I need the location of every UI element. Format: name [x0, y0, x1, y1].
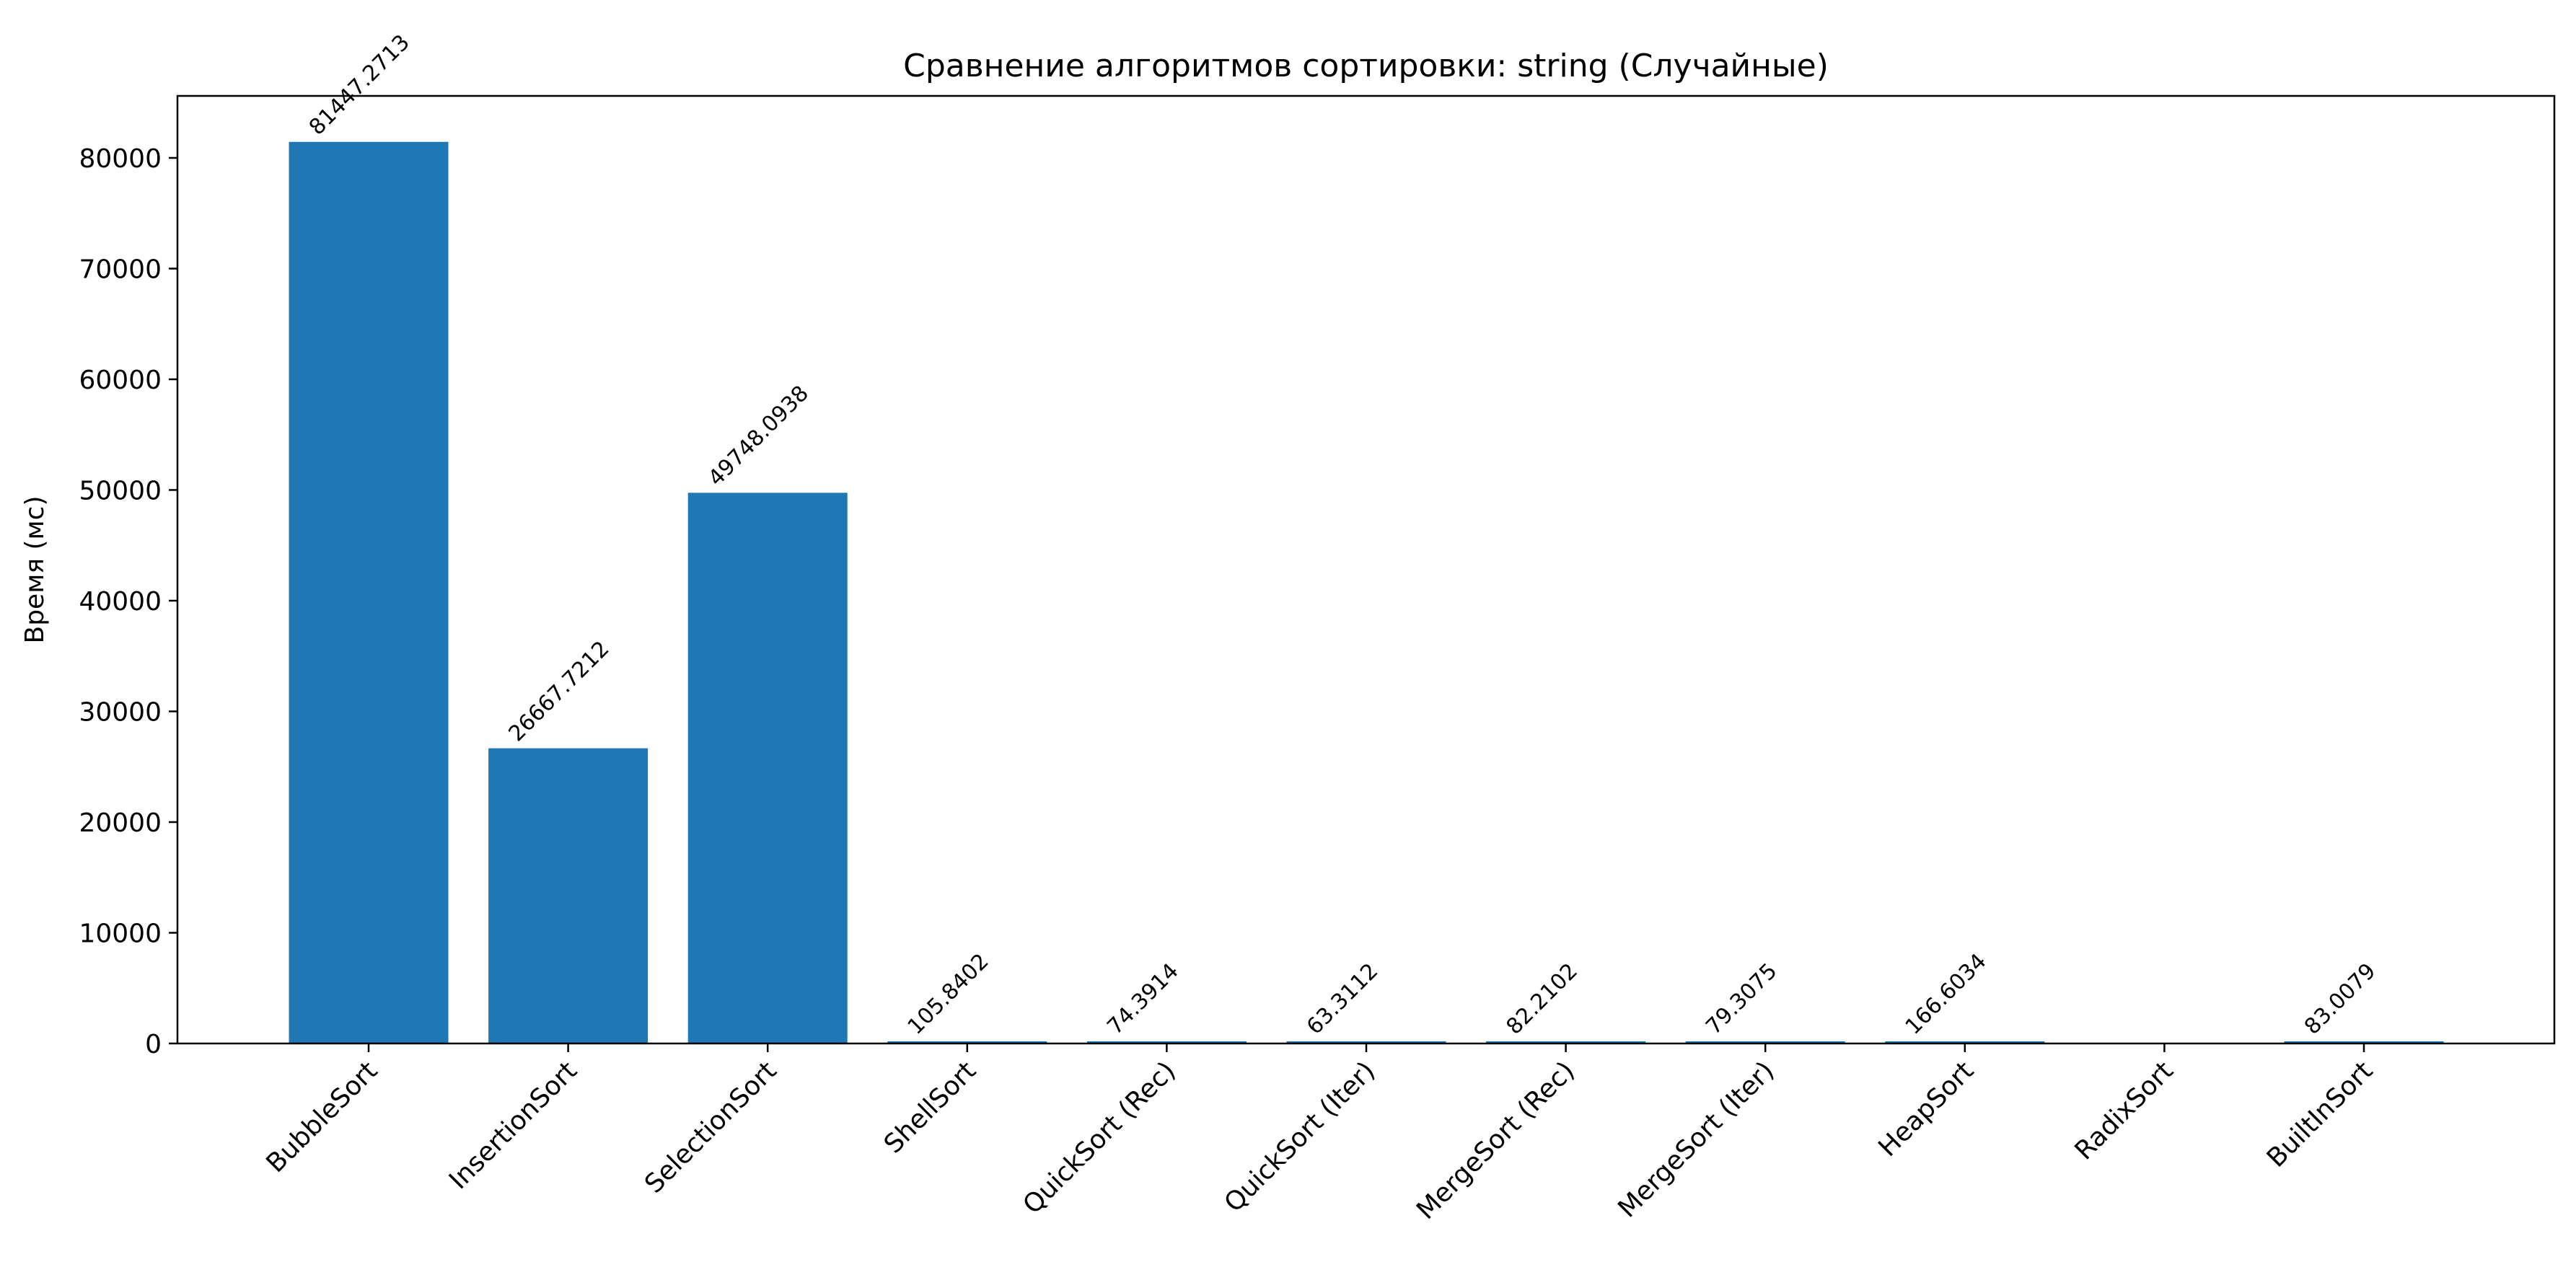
bar-value-label: 83.0079: [2300, 958, 2381, 1039]
bar: [1086, 1041, 1247, 1043]
y-tick-label: 80000: [79, 144, 162, 174]
y-tick-label: 10000: [79, 919, 162, 948]
bar-value-label: 63.3112: [1302, 958, 1383, 1039]
y-tick-label: 50000: [79, 476, 162, 506]
bar-value-label: 79.3075: [1701, 958, 1782, 1039]
bar: [1486, 1041, 1646, 1043]
y-tick-label: 60000: [79, 366, 162, 395]
x-tick-label: RadixSort: [2070, 1056, 2179, 1165]
y-axis-ticks: 0 10000 20000 30000 40000 50000 60000 70000 8000…: [79, 144, 177, 1059]
y-tick-label: 40000: [79, 587, 162, 617]
x-axis-ticks: BubbleSort InsertionSort SelectionSort Shel…: [261, 1043, 2379, 1225]
x-tick-label: SelectionSort: [639, 1056, 782, 1199]
bar: [887, 1041, 1047, 1043]
bars-group: 81447.2713 26667.7212 49748.0938 105.8402 74…: [289, 30, 2444, 1043]
y-tick-label: 30000: [79, 697, 162, 727]
bar: [1885, 1041, 2045, 1043]
x-tick-label: InsertionSort: [444, 1056, 583, 1195]
y-tick-label: 0: [145, 1030, 162, 1059]
bar: [289, 141, 449, 1043]
bar: [1685, 1041, 1845, 1043]
bar-value-label: 49748.0938: [703, 381, 814, 491]
x-tick-label: BuiltInSort: [2261, 1056, 2379, 1173]
bar-value-label: 105.8402: [903, 949, 994, 1040]
x-tick-label: QuickSort (Rec): [1017, 1056, 1181, 1219]
x-tick-label: ShellSort: [879, 1056, 982, 1159]
bar-value-label: 74.3914: [1102, 958, 1183, 1039]
y-tick-label: 70000: [79, 255, 162, 284]
x-tick-label: QuickSort (Iter): [1219, 1056, 1381, 1218]
bar-value-label: 81447.2713: [304, 30, 415, 140]
bar: [687, 493, 848, 1043]
bar-value-label: 166.6034: [1901, 949, 1992, 1040]
bar-value-label: 26667.7212: [504, 636, 615, 746]
y-tick-label: 20000: [79, 808, 162, 838]
chart-title: Сравнение алгоритмов сортировки: string …: [903, 48, 1829, 84]
x-tick-label: MergeSort (Iter): [1612, 1056, 1780, 1223]
x-tick-label: MergeSort (Rec): [1411, 1056, 1581, 1225]
bar: [2284, 1041, 2444, 1043]
y-axis-label: Время (мс): [20, 496, 50, 644]
bar: [488, 748, 649, 1043]
plot-frame: [176, 94, 2556, 1045]
bar-value-label: 82.2102: [1502, 958, 1583, 1039]
x-tick-label: BubbleSort: [261, 1056, 384, 1178]
x-tick-label: HeapSort: [1873, 1056, 1979, 1162]
bar: [1286, 1041, 1446, 1043]
